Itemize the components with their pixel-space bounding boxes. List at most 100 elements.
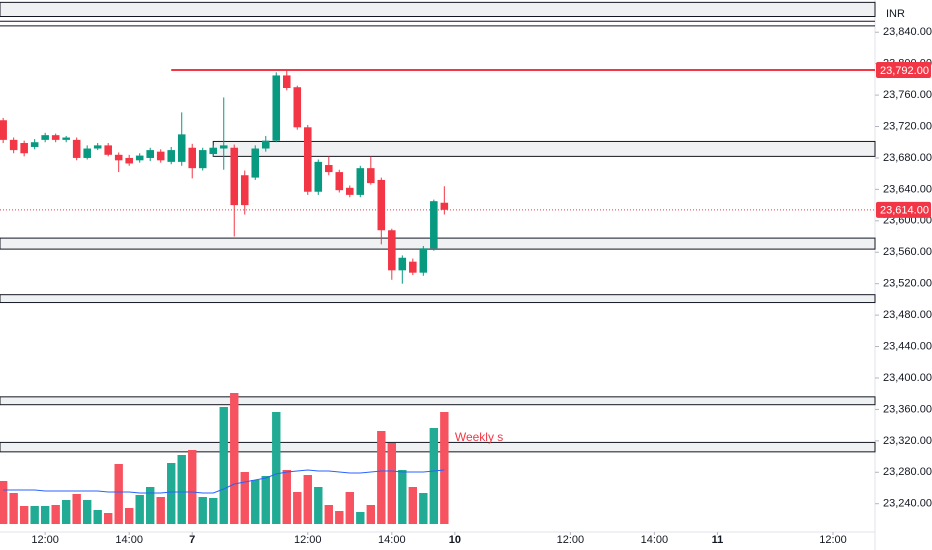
candle-body xyxy=(0,120,7,140)
candle-body xyxy=(146,150,154,158)
x-tick-label: 14:00 xyxy=(378,534,406,546)
volume-bar xyxy=(251,480,260,524)
candle-body xyxy=(20,143,28,154)
volume-bar xyxy=(125,508,134,524)
volume-bar xyxy=(156,497,165,524)
x-tick-label: 12:00 xyxy=(557,534,585,546)
volume-bar xyxy=(398,470,407,524)
volume-bar xyxy=(272,412,281,524)
candle-body xyxy=(335,172,344,191)
zone xyxy=(0,1,876,18)
candle-body xyxy=(303,127,312,192)
x-tick-label: 7 xyxy=(189,534,195,546)
volume-bar xyxy=(40,506,50,524)
candle-body xyxy=(72,139,81,158)
volume-bar xyxy=(19,506,29,524)
volume-bar xyxy=(61,500,71,524)
y-tick-label: 23,840.00 xyxy=(883,26,932,38)
volume-bar xyxy=(167,463,176,524)
currency-label: INR xyxy=(886,8,905,20)
y-tick-label: 23,640.00 xyxy=(883,183,932,195)
y-tick-label: 23,560.00 xyxy=(883,246,932,258)
candle-body xyxy=(51,135,60,140)
candle-body xyxy=(93,145,102,149)
candle-body xyxy=(188,147,197,169)
candle-body xyxy=(409,261,417,273)
price-label-box xyxy=(876,61,931,78)
volume-bar xyxy=(30,506,39,524)
volume-bar xyxy=(146,487,155,524)
volume-bar xyxy=(219,407,228,524)
volume-bar xyxy=(82,500,92,524)
volume-bar xyxy=(387,443,397,524)
candle-body xyxy=(62,137,70,140)
y-tick-label: 23,440.00 xyxy=(883,340,932,352)
candle-body xyxy=(251,148,260,178)
candle-body xyxy=(272,75,281,141)
candle-body xyxy=(9,139,18,151)
x-tick-label: 14:00 xyxy=(641,534,669,546)
volume-bar xyxy=(429,428,439,524)
volume-bar xyxy=(9,493,18,524)
volume-bar xyxy=(240,472,249,524)
candle-body xyxy=(240,175,249,206)
candle-body xyxy=(41,135,49,140)
candle-body xyxy=(356,168,365,195)
y-tick-label: 23,480.00 xyxy=(883,309,932,321)
volume-ma-line xyxy=(3,469,445,494)
candle-body xyxy=(104,145,112,155)
volume-bar xyxy=(282,470,291,524)
candle-body xyxy=(367,168,375,184)
y-tick-label: 23,680.00 xyxy=(883,152,932,164)
y-tick-label: 23,360.00 xyxy=(883,403,932,415)
candle-body xyxy=(282,75,291,89)
candle-body xyxy=(114,154,123,161)
x-tick-label: 14:00 xyxy=(115,534,143,546)
candle-body xyxy=(219,145,228,149)
candle-body xyxy=(419,248,428,273)
candle-body xyxy=(30,142,39,147)
volume-bar xyxy=(93,510,102,524)
candle-body xyxy=(388,230,396,271)
volume-bar xyxy=(419,493,428,524)
candle-body xyxy=(430,201,438,249)
volume-bar xyxy=(72,494,81,524)
candle-body xyxy=(167,150,175,162)
price-label-box xyxy=(876,201,931,218)
volume-bar xyxy=(51,505,60,524)
volume-bar xyxy=(293,492,302,524)
price-label: 23,792.00 xyxy=(880,65,929,77)
x-tick-label: 11 xyxy=(712,534,724,546)
volume-bar xyxy=(356,512,365,524)
y-tick-label: 23,520.00 xyxy=(883,278,932,290)
candle-body xyxy=(209,147,218,155)
candle-body xyxy=(83,148,91,158)
annotation: Weekly s xyxy=(455,430,503,444)
candle-body xyxy=(346,187,354,195)
zone xyxy=(212,140,876,157)
candle-body xyxy=(398,257,407,271)
volume-bar xyxy=(303,475,312,524)
y-tick-label: 23,320.00 xyxy=(883,435,932,447)
volume-bar xyxy=(198,497,207,524)
y-tick-label: 23,760.00 xyxy=(883,89,932,101)
volume-bar xyxy=(324,505,333,524)
volume-bar xyxy=(261,476,270,524)
candle-body xyxy=(293,87,302,128)
volume-bar xyxy=(0,481,8,524)
candle-body xyxy=(198,150,207,169)
price-label: 23,614.00 xyxy=(880,205,929,217)
y-tick-label: 23,720.00 xyxy=(883,120,932,132)
y-tick-label: 23,400.00 xyxy=(883,372,932,384)
candle-body xyxy=(440,202,449,210)
x-tick-label: 10 xyxy=(449,534,461,546)
candle-body xyxy=(261,140,270,149)
y-tick-label: 23,240.00 xyxy=(883,498,932,510)
candle-body xyxy=(156,151,165,161)
x-tick-label: 12:00 xyxy=(819,534,847,546)
candle-body xyxy=(177,134,186,162)
volume-bar xyxy=(114,464,123,524)
volume-bar xyxy=(366,505,375,524)
candle-body xyxy=(325,165,333,173)
